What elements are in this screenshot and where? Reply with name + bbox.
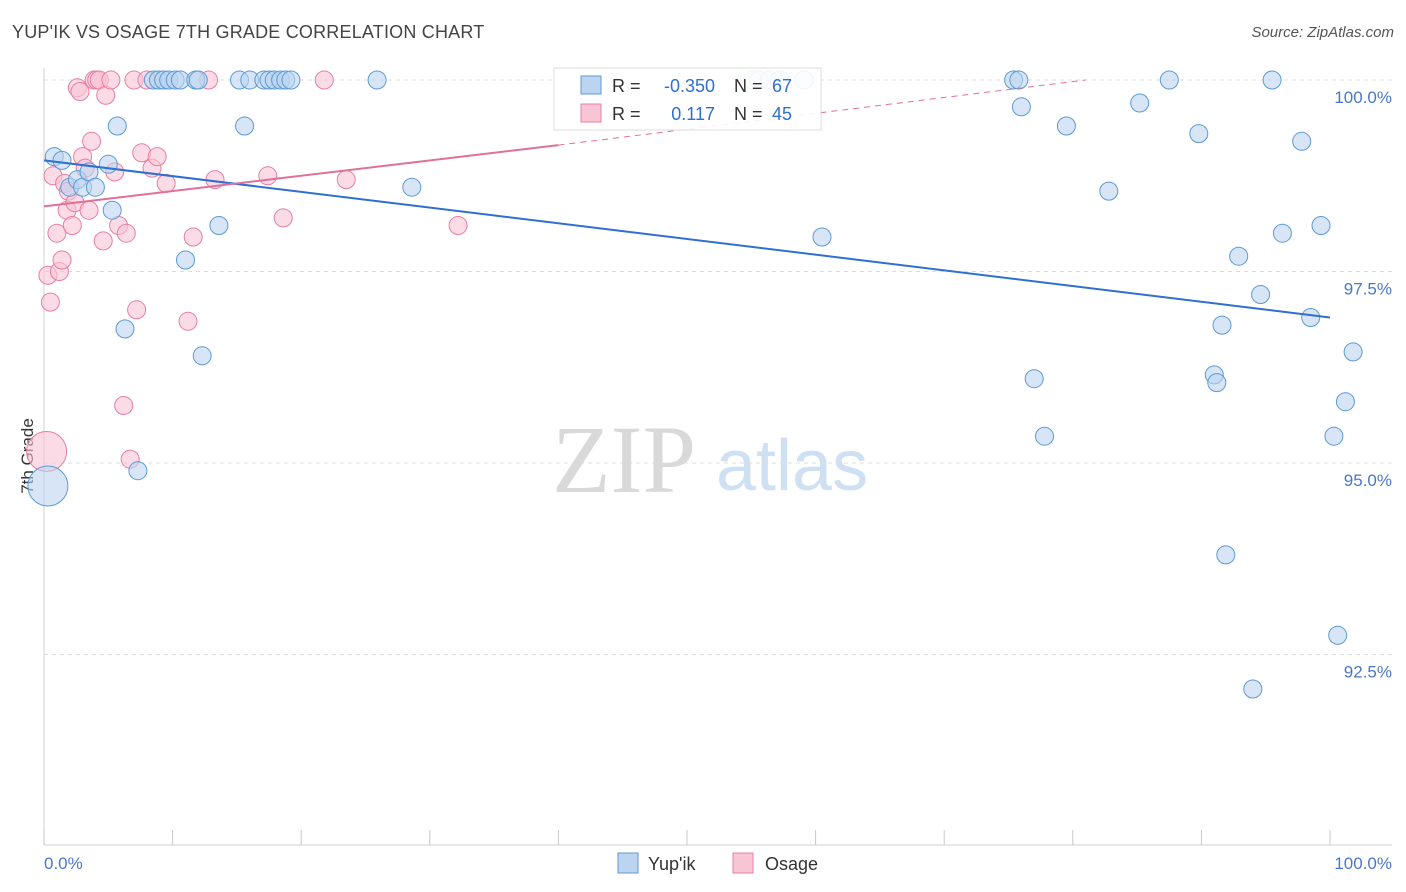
yupik-point-43 (1011, 97, 1031, 117)
stats-legend: R = -0.350 N = 67 R = 0.117 N = 45 (553, 67, 822, 131)
x-tick-label-max: 100.0% (1334, 854, 1392, 873)
yupik-point-33 (367, 70, 387, 90)
osage-point-4 (47, 223, 67, 243)
yupik-point-46 (1056, 116, 1076, 136)
yupik-point-49 (1159, 70, 1179, 90)
osage-point-17 (82, 131, 102, 151)
y-tick-label-1: 97.5% (1344, 280, 1392, 299)
trend-lines (43, 79, 1331, 319)
yupik-point-58 (1262, 70, 1282, 90)
yupik-point-0 (27, 465, 69, 507)
osage-point-37 (183, 227, 203, 247)
y-tick-label-2: 95.0% (1344, 471, 1392, 490)
legend-label-yupik[interactable]: Yup'ik (648, 854, 696, 874)
osage-point-36 (178, 311, 198, 331)
osage-point-13 (70, 82, 90, 101)
osage-point-16 (79, 200, 99, 220)
source-label: Source: ZipAtlas.com (1251, 24, 1394, 41)
yupik-point-50 (1189, 124, 1209, 144)
yupik-point-23 (209, 216, 229, 235)
yupik-point-57 (1251, 285, 1271, 304)
yupik-point-32 (281, 70, 301, 90)
legend-swatch-osage[interactable] (732, 852, 754, 874)
stats-r-label-osage: R = (612, 104, 641, 124)
legend-swatch-yupik[interactable] (617, 852, 639, 874)
osage-point-43 (336, 170, 356, 190)
yupik-point-55 (1229, 246, 1249, 266)
yupik-point-42 (1009, 70, 1029, 90)
osage-point-21 (93, 231, 113, 251)
yupik-point-56 (1243, 679, 1263, 699)
yupik-point-48 (1130, 93, 1150, 113)
x-tick-label-min: 0.0% (44, 854, 83, 873)
yupik-point-64 (1328, 625, 1348, 645)
yupik-point-65 (1335, 392, 1355, 412)
gridlines (44, 79, 1392, 655)
osage-trend-line-extension (558, 79, 1086, 146)
yupik-point-40 (812, 227, 832, 247)
osage-point-30 (127, 300, 147, 320)
osage-point-26 (114, 396, 134, 415)
watermark-zip: ZIP (552, 406, 696, 513)
osage-point-44 (448, 216, 468, 235)
watermark: ZIP atlas (552, 406, 868, 513)
chart-title: YUP'IK VS OSAGE 7TH GRADE CORRELATION CH… (12, 22, 485, 42)
x-ticks (43, 830, 1331, 845)
osage-point-23 (101, 70, 121, 90)
yupik-point-47 (1099, 181, 1119, 201)
yupik-points (27, 70, 1363, 699)
osage-point-2 (40, 292, 60, 312)
yupik-point-62 (1311, 216, 1331, 235)
series-legend: Yup'ik Osage (617, 852, 818, 874)
yupik-point-12 (128, 461, 148, 481)
yupik-point-34 (402, 177, 422, 197)
osage-point-34 (147, 147, 167, 167)
yupik-point-22 (188, 70, 208, 90)
yupik-point-45 (1035, 426, 1054, 446)
osage-point-31 (132, 143, 152, 163)
stats-n-value-osage: 45 (772, 104, 792, 124)
yupik-point-11 (115, 319, 135, 339)
yupik-point-66 (1343, 342, 1363, 362)
yupik-point-2 (52, 150, 72, 170)
yupik-trend-line (43, 159, 1331, 319)
yupik-point-63 (1324, 426, 1344, 446)
yupik-point-8 (98, 154, 118, 174)
yupik-point-59 (1272, 223, 1292, 243)
yupik-point-44 (1024, 369, 1044, 389)
stats-n-value-yupik: 67 (772, 76, 792, 96)
yupik-point-52 (1207, 373, 1227, 393)
stats-n-label-yupik: N = (734, 76, 763, 96)
osage-point-42 (314, 70, 334, 90)
osage-point-41 (273, 208, 293, 228)
yupik-point-53 (1212, 315, 1232, 335)
osage-point-10 (62, 216, 82, 235)
stats-r-value-yupik: -0.350 (664, 76, 715, 96)
yupik-point-25 (235, 116, 255, 136)
osage-point-6 (52, 250, 72, 270)
osage-point-0 (26, 431, 68, 472)
yupik-point-7 (85, 177, 105, 197)
osage-point-27 (116, 223, 136, 243)
yupik-point-9 (102, 200, 122, 220)
osage-point-40 (258, 166, 278, 186)
legend-label-osage[interactable]: Osage (765, 854, 818, 874)
yupik-point-20 (192, 346, 212, 366)
stats-n-label-osage: N = (734, 104, 763, 124)
stats-swatch-osage (580, 103, 602, 123)
stats-r-label-yupik: R = (612, 76, 641, 96)
yupik-point-10 (107, 116, 127, 136)
yupik-point-54 (1216, 545, 1236, 565)
y-tick-label-3: 92.5% (1344, 663, 1392, 682)
watermark-atlas: atlas (716, 426, 868, 506)
yupik-point-60 (1292, 131, 1312, 151)
stats-swatch-yupik (580, 75, 602, 95)
y-tick-labels: 100.0% 97.5% 95.0% 92.5% (1334, 88, 1392, 682)
y-tick-label-0: 100.0% (1334, 88, 1392, 107)
osage-trend-line (43, 144, 559, 208)
yupik-point-61 (1301, 308, 1321, 327)
yupik-point-19 (176, 250, 195, 270)
stats-r-value-osage: 0.117 (671, 104, 715, 124)
